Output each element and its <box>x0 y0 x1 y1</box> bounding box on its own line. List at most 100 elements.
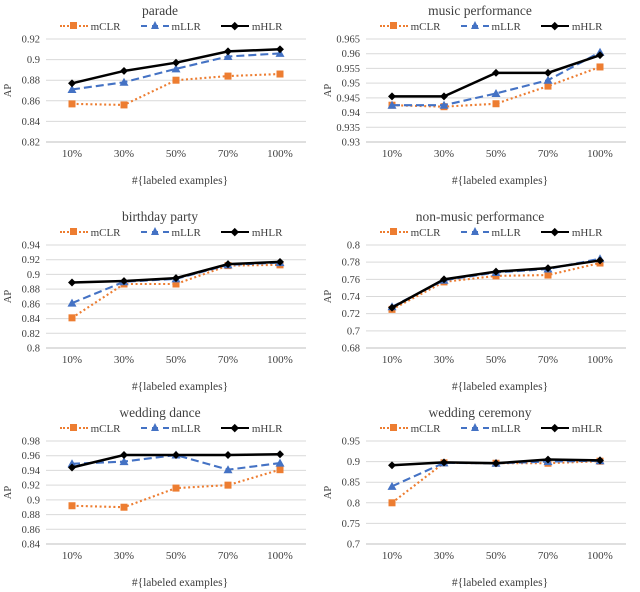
plot-area: 0.98 0.96 0.94 0.92 0.9 0.88 0.86 0.84 10% 30% 50%… <box>3 437 306 562</box>
data-point-triangle <box>67 84 77 93</box>
legend-item-mhlr: mHLR <box>540 422 603 435</box>
x-tick-label: 30% <box>114 148 134 160</box>
y-tick-label: 0.86 <box>22 96 40 107</box>
legend-label: mLLR <box>491 422 521 435</box>
mclr-line-marker-icon <box>379 22 408 31</box>
mhlr-line-marker-icon <box>220 21 249 31</box>
legend-item-mllr: mLLR <box>460 422 521 435</box>
mhlr-line-marker-icon <box>540 21 569 31</box>
plot-area: 0.8 0.78 0.76 0.74 0.72 0.7 0.68 10% 30% 50% 70% 10… <box>323 241 626 366</box>
x-tick-label: 100% <box>267 354 293 366</box>
x-tick-label: 10% <box>62 148 82 160</box>
series-line-mLLR <box>71 453 281 471</box>
data-point-square <box>172 280 180 288</box>
y-tick-label: 0.84 <box>22 540 41 551</box>
data-point-square <box>492 100 500 108</box>
plot-area: 0.95 0.9 0.85 0.8 0.75 0.7 10% 30% 50% 70% 100% AP <box>323 437 626 562</box>
legend-item-mhlr: mHLR <box>220 227 282 239</box>
y-tick-label: 0.76 <box>342 275 360 286</box>
x-axis-title: #{labeled examples} <box>451 577 549 589</box>
y-tick-label: 0.8 <box>347 241 360 252</box>
x-tick-label: 100% <box>267 550 293 562</box>
y-tick-label: 0.9 <box>27 495 40 506</box>
data-point-diamond <box>224 260 232 269</box>
x-tick-label: 10% <box>62 550 82 562</box>
data-point-diamond <box>68 278 76 287</box>
y-tick-label: 0.92 <box>22 481 40 492</box>
data-point-triangle <box>223 465 233 474</box>
legend-item-mclr: mCLR <box>379 227 441 239</box>
legend-label: mCLR <box>410 20 441 33</box>
y-tick-label: 0.945 <box>336 93 360 104</box>
chart-title: music performance <box>428 3 532 18</box>
data-point-square <box>544 271 552 279</box>
x-tick-label: 50% <box>166 148 186 160</box>
mhlr-line-marker-icon <box>540 227 569 237</box>
legend-item-mclr: mCLR <box>59 423 121 435</box>
data-point-square <box>120 101 128 109</box>
x-tick-label: 50% <box>486 148 506 160</box>
plot-area: 0.92 0.9 0.88 0.86 0.84 0.82 10% 30% 50% 70% 100% A… <box>3 35 306 160</box>
data-point-triangle <box>67 298 77 307</box>
legend-item-mclr: mCLR <box>379 423 441 435</box>
chart-title: wedding dance <box>119 405 201 420</box>
x-tick-label: 50% <box>166 354 186 366</box>
mllr-line-marker-icon <box>140 423 169 433</box>
y-tick-label: 0.94 <box>22 466 41 477</box>
data-point-triangle <box>275 458 285 467</box>
legend: mCLR mLLR mHLR <box>0 19 320 34</box>
legend-item-mllr: mLLR <box>140 423 201 435</box>
y-tick-label: 0.94 <box>22 241 41 252</box>
data-point-triangle <box>387 100 397 109</box>
mllr-line-marker-icon <box>140 227 169 237</box>
x-tick-label: 70% <box>218 354 238 366</box>
x-tick-label: 30% <box>114 550 134 562</box>
data-point-triangle <box>491 88 501 97</box>
data-point-diamond <box>440 458 448 467</box>
y-tick-label: 0.95 <box>342 79 360 90</box>
data-point-diamond <box>388 92 396 101</box>
data-point-square <box>224 72 232 80</box>
legend-label: mHLR <box>571 422 603 435</box>
chart-panel-music-performance: music performance mCLR mLLR mHLR 0.965 0.… <box>320 0 640 200</box>
legend-item-mhlr: mHLR <box>220 21 282 33</box>
x-tick-label: 50% <box>486 550 506 562</box>
y-tick-label: 0.95 <box>342 437 360 448</box>
x-tick-label: 70% <box>538 148 558 160</box>
legend: mCLR mLLR mHLR <box>0 225 320 240</box>
y-axis-title: AP <box>3 486 14 500</box>
legend-label: mHLR <box>571 226 603 239</box>
legend-label: mHLR <box>571 20 603 33</box>
legend-item-mclr: mCLR <box>379 20 441 33</box>
chart-panel-birthday-party: birthday party mCLR mLLR mHLR 0.94 0.92 0.… <box>0 200 320 396</box>
chart-title: wedding ceremony <box>428 405 532 420</box>
data-point-square <box>276 70 284 78</box>
y-tick-label: 0.92 <box>22 35 40 46</box>
legend-item-mllr: mLLR <box>460 21 521 33</box>
data-point-square <box>596 63 604 71</box>
data-point-diamond <box>224 47 232 56</box>
legend-item-mllr: mLLR <box>460 227 521 239</box>
data-point-diamond <box>276 450 284 459</box>
mllr-line-marker-icon <box>460 227 489 237</box>
x-axis-title: #{labeled examples} <box>131 381 229 393</box>
data-point-square <box>544 82 552 90</box>
legend-label: mLLR <box>171 20 201 33</box>
data-point-diamond <box>120 451 128 459</box>
y-tick-label: 0.93 <box>342 138 360 149</box>
data-point-triangle <box>119 77 129 86</box>
mllr-line-marker-icon <box>460 423 489 433</box>
x-tick-label: 10% <box>382 354 402 366</box>
data-point-diamond <box>224 451 232 459</box>
mhlr-line-marker-icon <box>220 423 249 433</box>
data-point-diamond <box>492 68 500 77</box>
data-point-diamond <box>440 92 448 101</box>
legend-label: mHLR <box>251 422 283 435</box>
legend-item-mhlr: mHLR <box>540 226 603 239</box>
data-point-triangle <box>119 457 129 466</box>
chart-panel-non-music-performance: non-music performance mCLR mLLR mHLR 0.8… <box>320 200 640 396</box>
y-axis-title: AP <box>3 84 14 98</box>
y-tick-label: 0.78 <box>342 258 360 269</box>
y-tick-label: 0.92 <box>22 255 40 266</box>
